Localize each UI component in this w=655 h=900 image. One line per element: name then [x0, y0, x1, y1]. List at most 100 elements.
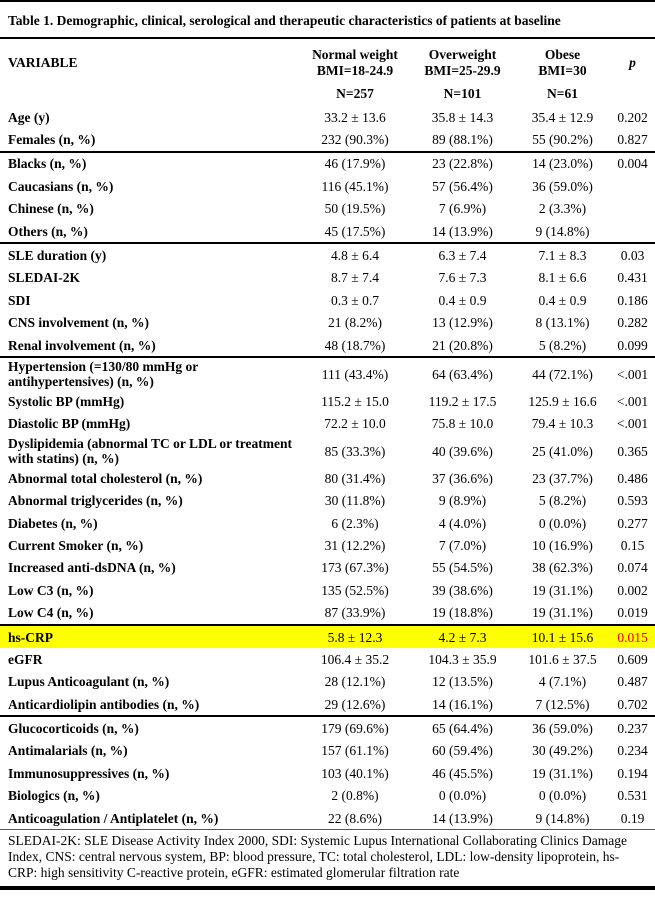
cell-normal-weight: 28 (12.1%): [324, 674, 386, 690]
cell-obese: 9 (14.8%): [535, 223, 590, 239]
cell-normal-weight: 111 (43.4%): [321, 366, 389, 382]
table-row: Current Smoker (n, %) 31 (12.2%) 7 (7.0%) 1…: [0, 534, 655, 556]
cell-obese: 38 (62.3%): [532, 560, 593, 576]
cell-obese: 14 (23.0%): [532, 156, 593, 172]
cell-normal-weight: 33.2 ± 13.6: [324, 109, 386, 125]
column-header-overweight: Overweight BMI=25-29.9: [410, 47, 515, 78]
cell-overweight: 89 (88.1%): [432, 132, 493, 148]
table-row: Chinese (n, %) 50 (19.5%) 7 (6.9%) 2 (3.3%): [0, 198, 655, 220]
table-row: hs-CRP 5.8 ± 12.3 4.2 ± 7.3 10.1 ± 15.6 0.01…: [0, 625, 655, 649]
cell-obese: 19 (31.1%): [532, 582, 593, 598]
cell-overweight: 13 (12.9%): [432, 315, 493, 331]
cell-obese: 10 (16.9%): [532, 537, 593, 553]
row-label: Diabetes (n, %): [8, 515, 98, 531]
cell-p-value: 0.365: [617, 443, 648, 459]
cell-p-value: 0.004: [617, 156, 648, 172]
cell-normal-weight: 179 (69.6%): [321, 721, 389, 737]
cell-normal-weight: 22 (8.6%): [328, 810, 382, 826]
row-label: Anticoagulation / Antiplatelet (n, %): [8, 810, 219, 826]
cell-overweight: 46 (45.5%): [432, 765, 493, 781]
cell-p-value: 0.827: [617, 132, 648, 148]
cell-obese: 9 (14.8%): [535, 810, 590, 826]
row-label: Systolic BP (mmHg): [8, 393, 125, 409]
cell-overweight: 39 (38.6%): [432, 582, 493, 598]
table-section: Age (y) 33.2 ± 13.6 35.8 ± 14.3 35.4 ± 12.9…: [0, 106, 655, 151]
row-label: Females (n, %): [8, 132, 96, 148]
table-row: eGFR 106.4 ± 35.2 104.3 ± 35.9 101.6 ± 37.5…: [0, 648, 655, 670]
cell-overweight: 119.2 ± 17.5: [428, 393, 497, 409]
row-label: Blacks (n, %): [8, 156, 87, 172]
column-header-normal-weight: Normal weight BMI=18-24.9: [300, 47, 410, 78]
cell-obese: 0 (0.0%): [538, 788, 587, 804]
column-header-obese: Obese BMI=30: [515, 47, 610, 78]
cell-obese: 19 (31.1%): [532, 765, 593, 781]
cell-overweight: 55 (54.5%): [432, 560, 493, 576]
cell-normal-weight: 31 (12.2%): [324, 537, 386, 553]
cell-overweight: 21 (20.8%): [432, 337, 493, 353]
cell-normal-weight: 6 (2.3%): [331, 515, 379, 531]
table-top-border: [0, 0, 655, 2]
table-row: Diabetes (n, %) 6 (2.3%) 4 (4.0%) 0 (0.0%) 0…: [0, 512, 655, 534]
cell-obese: 79.4 ± 10.3: [531, 416, 594, 432]
table-section: Hypertension (=130/80 mmHg or antihypert…: [0, 356, 655, 624]
cell-normal-weight: 5.8 ± 12.3: [327, 629, 383, 645]
cell-p-value: 0.609: [617, 651, 648, 667]
cell-overweight: 4.2 ± 7.3: [438, 629, 487, 645]
table-title: Table 1. Demographic, clinical, serologi…: [0, 2, 655, 39]
row-label: Increased anti-dsDNA (n, %): [8, 560, 176, 576]
cell-overweight: 35.8 ± 14.3: [431, 109, 494, 125]
cell-overweight: 64 (63.4%): [432, 366, 493, 382]
cell-p-value: <.001: [616, 393, 649, 409]
table-row: CNS involvement (n, %) 21 (8.2%) 13 (12.9%…: [0, 312, 655, 334]
table-footnote: SLEDAI-2K: SLE Disease Activity Index 20…: [0, 829, 655, 886]
cell-obese: 0 (0.0%): [538, 515, 587, 531]
row-label: Hypertension (=130/80 mmHg or antihypert…: [8, 359, 199, 390]
cell-obese: 4 (7.1%): [538, 674, 587, 690]
row-label: Low C4 (n, %): [8, 605, 94, 621]
cell-obese: 8 (13.1%): [535, 315, 590, 331]
row-label: Abnormal total cholesterol (n, %): [8, 470, 203, 486]
column-header-normal-weight-bmi: BMI=18-24.9: [316, 62, 394, 78]
table-row: SLEDAI-2K 8.7 ± 7.4 7.6 ± 7.3 8.1 ± 6.6 0.43…: [0, 267, 655, 289]
cell-normal-weight: 80 (31.4%): [324, 470, 386, 486]
cell-p-value: 0.074: [617, 560, 648, 576]
table-header-row: VARIABLE Normal weight BMI=18-24.9 Overw…: [0, 39, 655, 78]
cell-p-value: 0.431: [617, 270, 648, 286]
cell-obese: 2 (3.3%): [538, 201, 587, 217]
cell-overweight: 75.8 ± 10.0: [431, 416, 494, 432]
cell-overweight: 6.3 ± 7.4: [438, 248, 487, 264]
cell-obese: 5 (8.2%): [538, 493, 587, 509]
cell-obese: 35.4 ± 12.9: [531, 109, 594, 125]
table-row: Others (n, %) 45 (17.5%) 14 (13.9%) 9 (14.8…: [0, 220, 655, 242]
table-row: Abnormal total cholesterol (n, %) 80 (31.…: [0, 467, 655, 489]
cell-obese: 7.1 ± 8.3: [538, 248, 587, 264]
cell-obese: 36 (59.0%): [532, 178, 593, 194]
cell-p-value: 0.531: [617, 788, 648, 804]
table-row: Lupus Anticoagulant (n, %) 28 (12.1%) 12 (…: [0, 671, 655, 693]
column-header-overweight-bmi: BMI=25-29.9: [424, 62, 501, 78]
table-body: Age (y) 33.2 ± 13.6 35.8 ± 14.3 35.4 ± 12.9…: [0, 106, 655, 829]
cell-overweight: 19 (18.8%): [432, 605, 493, 621]
row-label: eGFR: [8, 651, 43, 667]
cell-normal-weight: 29 (12.6%): [324, 696, 386, 712]
cell-overweight: 104.3 ± 35.9: [428, 651, 497, 667]
cell-p-value: 0.002: [617, 582, 648, 598]
n-count-overweight: N=101: [443, 86, 482, 101]
cell-overweight: 4 (4.0%): [438, 515, 487, 531]
cell-p-value: 0.186: [617, 292, 648, 308]
column-header-obese-bmi: BMI=30: [538, 62, 587, 78]
cell-obese: 25 (41.0%): [532, 443, 593, 459]
n-count-normal-weight: N=257: [336, 86, 374, 101]
cell-overweight: 7.6 ± 7.3: [438, 270, 487, 286]
row-label: Glucocorticoids (n, %): [8, 721, 139, 737]
table-section: SLE duration (y) 4.8 ± 6.4 6.3 ± 7.4 7.1 ± …: [0, 242, 655, 356]
cell-overweight: 23 (22.8%): [432, 156, 493, 172]
cell-overweight: 65 (64.4%): [432, 721, 493, 737]
n-count-obese: N=61: [547, 86, 578, 101]
cell-p-value: 0.237: [617, 721, 648, 737]
cell-normal-weight: 8.7 ± 7.4: [331, 270, 379, 286]
cell-p-value: 0.702: [617, 696, 648, 712]
row-label: Antimalarials (n, %): [8, 743, 128, 759]
column-header-p: p: [629, 55, 636, 70]
cell-normal-weight: 116 (45.1%): [321, 178, 389, 194]
